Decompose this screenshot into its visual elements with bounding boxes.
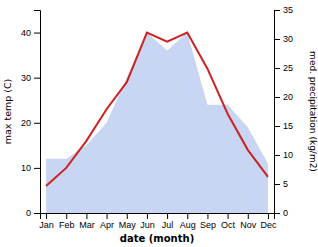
marks xyxy=(46,33,268,213)
plot: Jan Feb Mar Apr MayJun Jul Aug Sep Oct NovDec 0 10 2… xyxy=(21,5,293,230)
tick-mark xyxy=(34,168,40,169)
y2-axis-title: med. precipitation (kg/m2) xyxy=(308,51,318,172)
tick: 30 xyxy=(21,73,40,83)
tick-label: Aug xyxy=(180,220,196,230)
tick-mark xyxy=(268,213,269,219)
tick-label: 30 xyxy=(21,73,31,83)
tick-mark xyxy=(167,213,168,219)
tick-label: Mar xyxy=(79,220,95,230)
tick-label: 0 xyxy=(26,208,31,218)
tick: 10 xyxy=(274,150,293,160)
tick-mark xyxy=(107,213,108,219)
tick-mark xyxy=(274,184,280,185)
tick: Nov xyxy=(240,213,257,230)
tick-mark xyxy=(274,126,280,127)
tick: Dec xyxy=(260,213,277,230)
chart: Jan Feb Mar Apr MayJun Jul Aug Sep Oct NovDec 0 10 2… xyxy=(0,0,318,247)
tick: 10 xyxy=(21,163,40,173)
tick-mark xyxy=(127,213,128,219)
tick: Jul xyxy=(162,213,174,230)
tick-label: 10 xyxy=(21,163,31,173)
tick-label: 5 xyxy=(283,179,288,189)
tick-mark xyxy=(274,213,280,214)
tick-label: Nov xyxy=(240,220,257,230)
tick: 15 xyxy=(274,121,293,131)
line xyxy=(46,33,268,186)
tick: Sep xyxy=(200,213,216,230)
tick-label: Dec xyxy=(260,220,277,230)
tick-mark xyxy=(66,213,67,219)
tick-label: Sep xyxy=(200,220,216,230)
tick-label: 10 xyxy=(283,150,293,160)
tick-label: May xyxy=(119,220,137,230)
y2-axis: 0 5 10 15 20 25 30 35 xyxy=(274,5,293,218)
tick: 20 xyxy=(21,118,40,128)
tick-mark xyxy=(34,33,40,34)
y-axis: 0 10 20 30 40 xyxy=(21,11,41,219)
tick: Mar xyxy=(79,213,95,230)
area xyxy=(46,33,268,213)
tick-mark xyxy=(274,10,280,11)
tick: May xyxy=(119,213,137,230)
tick-label: 35 xyxy=(283,5,293,15)
tick-label: Jan xyxy=(39,220,54,230)
tick: 20 xyxy=(274,92,293,102)
tick: 40 xyxy=(21,28,40,38)
axis-line xyxy=(275,11,281,214)
tick: 35 xyxy=(274,5,293,15)
tick-label: 20 xyxy=(283,92,293,102)
tick: 5 xyxy=(274,179,288,189)
tick: Oct xyxy=(221,213,236,230)
tick-label: 30 xyxy=(283,34,293,44)
tick: 25 xyxy=(274,63,293,73)
axis-line xyxy=(41,214,275,220)
tick: Apr xyxy=(100,213,114,230)
tick-mark xyxy=(248,213,249,219)
axis-line xyxy=(34,11,41,214)
tick: Aug xyxy=(180,213,196,230)
tick-mark xyxy=(228,213,229,219)
tick-label: 15 xyxy=(283,121,293,131)
tick: Jan xyxy=(39,213,54,230)
tick-label: 40 xyxy=(21,28,31,38)
y-axis-title: max temp (C) xyxy=(2,79,13,145)
tick-label: Apr xyxy=(100,220,114,230)
tick-label: 20 xyxy=(21,118,31,128)
tick-label: Feb xyxy=(59,220,75,230)
tick: 30 xyxy=(274,34,293,44)
tick: 0 xyxy=(274,208,288,218)
tick-label: 25 xyxy=(283,63,293,73)
tick-mark xyxy=(86,213,87,219)
tick-mark xyxy=(274,68,280,69)
tick-mark xyxy=(147,213,148,219)
tick-mark xyxy=(274,39,280,40)
tick-label: Oct xyxy=(221,220,236,230)
tick: Jun xyxy=(140,213,155,230)
tick-mark xyxy=(274,97,280,98)
tick-label: 0 xyxy=(283,208,288,218)
tick-label: Jun xyxy=(140,220,155,230)
tick: Feb xyxy=(59,213,75,230)
tick-mark xyxy=(34,78,40,79)
x-axis: Jan Feb Mar Apr MayJun Jul Aug Sep Oct NovDec xyxy=(39,213,277,230)
tick-label: Jul xyxy=(162,220,174,230)
tick-mark xyxy=(207,213,208,219)
x-axis-title: date (month) xyxy=(120,233,194,244)
tick-mark xyxy=(34,123,40,124)
tick-mark xyxy=(46,213,47,219)
tick-mark xyxy=(274,155,280,156)
tick-mark xyxy=(187,213,188,219)
tick-mark xyxy=(34,213,40,214)
tick: 0 xyxy=(26,208,40,218)
